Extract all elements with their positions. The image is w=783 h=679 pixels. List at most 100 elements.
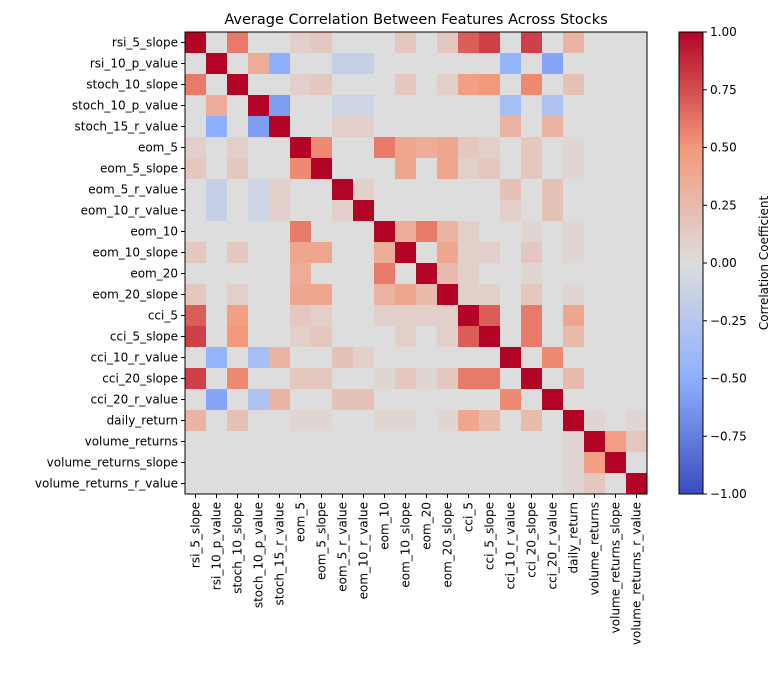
y-tick-label: eom_10_r_value <box>81 204 178 218</box>
heatmap-cell <box>479 305 501 327</box>
heatmap-cell <box>542 137 564 159</box>
heatmap-cell <box>500 305 522 327</box>
heatmap-cell <box>290 53 312 75</box>
heatmap-cell <box>542 473 564 495</box>
heatmap-cell <box>521 53 543 75</box>
heatmap-cell <box>227 137 249 159</box>
heatmap-cell <box>626 431 648 453</box>
heatmap-cell <box>584 473 606 495</box>
heatmap-cell <box>290 284 312 306</box>
heatmap-cell <box>206 284 228 306</box>
heatmap-cell <box>416 326 438 348</box>
heatmap-cell <box>227 200 249 222</box>
heatmap-cell <box>227 53 249 75</box>
heatmap-cell <box>521 116 543 138</box>
heatmap-cell <box>353 347 375 369</box>
y-tick-label: stoch_15_r_value <box>75 120 178 134</box>
heatmap-cell <box>248 263 270 285</box>
heatmap-cell <box>584 116 606 138</box>
heatmap-cell <box>521 347 543 369</box>
heatmap-cell <box>248 158 270 180</box>
heatmap-cell <box>332 263 354 285</box>
heatmap-cell <box>353 32 375 54</box>
heatmap-cell <box>626 179 648 201</box>
heatmap-cell <box>269 242 291 264</box>
heatmap-cell <box>227 242 249 264</box>
heatmap-cell <box>416 452 438 474</box>
heatmap-cell <box>479 347 501 369</box>
y-tick-label: stoch_10_slope <box>86 78 178 92</box>
heatmap-cell <box>584 347 606 369</box>
x-tick-label: eom_20 <box>420 502 434 550</box>
heatmap-cell <box>584 200 606 222</box>
heatmap-cell <box>311 452 333 474</box>
heatmap-cell <box>311 158 333 180</box>
heatmap-cell <box>269 431 291 453</box>
chart-title: Average Correlation Between Features Acr… <box>224 12 607 28</box>
heatmap-cell <box>206 221 228 243</box>
heatmap-cell <box>605 452 627 474</box>
heatmap-cell <box>311 347 333 369</box>
heatmap-cell <box>248 32 270 54</box>
heatmap-cell <box>521 221 543 243</box>
heatmap-cell <box>353 368 375 390</box>
heatmap-cell <box>311 389 333 411</box>
heatmap-cell <box>542 53 564 75</box>
heatmap-cell <box>500 347 522 369</box>
heatmap-cell <box>479 221 501 243</box>
heatmap-cell <box>416 242 438 264</box>
heatmap-cell <box>458 347 480 369</box>
colorbar-ticks: 1.00 0.75 0.50 0.25 0.00 −0.25 −0.50 −0.75 −1.00 <box>703 25 747 501</box>
heatmap-cell <box>332 389 354 411</box>
heatmap-cell <box>458 221 480 243</box>
heatmap-cell <box>479 263 501 285</box>
x-tick-label: cci_20_r_value <box>546 502 560 590</box>
heatmap-cell <box>605 179 627 201</box>
colorbar-tick-label: 1.00 <box>710 25 737 39</box>
heatmap-cell <box>416 431 438 453</box>
heatmap-cell <box>605 368 627 390</box>
heatmap-cell <box>542 32 564 54</box>
heatmap-cell <box>521 137 543 159</box>
heatmap-cell <box>521 305 543 327</box>
heatmap-cell <box>353 242 375 264</box>
heatmap-cell <box>458 305 480 327</box>
heatmap-cell <box>626 326 648 348</box>
heatmap-cell <box>374 74 396 96</box>
heatmap-cell <box>332 410 354 432</box>
heatmap-cell <box>500 95 522 117</box>
heatmap-cell <box>185 95 207 117</box>
heatmap-cell <box>290 347 312 369</box>
heatmap-cell <box>395 221 417 243</box>
heatmap-cell <box>584 74 606 96</box>
heatmap-cell <box>437 452 459 474</box>
y-tick-label: stoch_10_p_value <box>72 99 178 113</box>
heatmap-cell <box>290 200 312 222</box>
heatmap-cell <box>626 158 648 180</box>
heatmap-cell <box>206 137 228 159</box>
heatmap-cell <box>353 53 375 75</box>
heatmap-cell <box>605 242 627 264</box>
heatmap-cell <box>437 53 459 75</box>
heatmap-cell <box>248 179 270 201</box>
heatmap-cell <box>269 284 291 306</box>
heatmap-cell <box>521 452 543 474</box>
heatmap-cell <box>416 74 438 96</box>
heatmap-cell <box>500 389 522 411</box>
heatmap-cell <box>626 74 648 96</box>
heatmap-cell <box>332 305 354 327</box>
heatmap-cell <box>206 368 228 390</box>
heatmap-cell <box>500 452 522 474</box>
x-tick-label: volume_returns_r_value <box>630 502 644 645</box>
heatmap-cell <box>416 284 438 306</box>
heatmap-cell <box>437 389 459 411</box>
heatmap-cell <box>395 74 417 96</box>
heatmap-cell <box>479 137 501 159</box>
heatmap-cell <box>584 221 606 243</box>
heatmap-cell <box>563 179 585 201</box>
heatmap-cell <box>416 53 438 75</box>
heatmap-cell <box>185 326 207 348</box>
heatmap-cell <box>332 284 354 306</box>
heatmap-cell <box>248 473 270 495</box>
heatmap-cell <box>332 32 354 54</box>
